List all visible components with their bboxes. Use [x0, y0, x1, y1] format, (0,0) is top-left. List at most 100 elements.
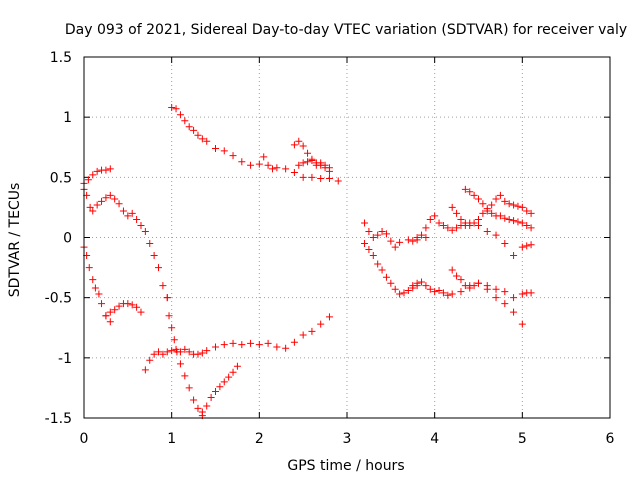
data-point: [168, 324, 176, 332]
data-point: [119, 207, 127, 215]
data-point: [155, 264, 163, 272]
data-point: [141, 366, 149, 374]
data-point: [453, 209, 461, 217]
data-point: [159, 282, 167, 290]
data-point: [282, 165, 290, 173]
data-point: [229, 339, 237, 347]
data-point: [391, 243, 399, 251]
y-tick-label: 0: [63, 231, 72, 247]
y-tick-label: 1: [63, 110, 72, 126]
data-point: [374, 231, 382, 239]
data-point: [106, 165, 114, 173]
data-point: [321, 164, 329, 172]
data-point: [325, 175, 333, 183]
y-tick-labels: -1.5 -1 -0.5 0 0.5 1 1.5: [45, 50, 72, 427]
x-tick-label: 0: [80, 431, 89, 447]
x-tick-labels: 0 1 2 3 4 5 6: [80, 431, 615, 447]
data-point: [510, 308, 518, 316]
data-point: [418, 231, 426, 239]
data-point: [198, 349, 206, 357]
data-point: [95, 290, 103, 298]
data-point: [334, 177, 342, 185]
data-point: [255, 160, 263, 168]
data-point: [89, 276, 97, 284]
data-point: [479, 209, 487, 217]
data-point: [317, 159, 325, 167]
x-tick-label: 5: [518, 431, 527, 447]
chart-title: Day 093 of 2021, Sidereal Day-to-day VTE…: [65, 22, 627, 38]
data-point: [176, 111, 184, 119]
data-point: [185, 348, 193, 356]
grid: [84, 57, 610, 418]
data-point: [308, 327, 316, 335]
data-point: [501, 197, 509, 205]
data-point: [470, 282, 478, 290]
data-point: [299, 173, 307, 181]
data-point: [466, 284, 474, 292]
data-point: [89, 171, 97, 179]
data-point: [361, 240, 369, 248]
data-point: [391, 285, 399, 293]
data-point: [165, 312, 173, 320]
y-tick-label: 1.5: [50, 50, 72, 66]
data-point: [396, 290, 404, 298]
data-point: [141, 227, 149, 235]
data-point: [518, 290, 526, 298]
data-point: [299, 159, 307, 167]
data-point: [198, 135, 206, 143]
data-point: [170, 336, 178, 344]
data-point: [475, 279, 482, 287]
data-point: [317, 320, 325, 328]
data-point: [510, 217, 518, 225]
data-point: [444, 224, 452, 232]
data-point: [91, 284, 99, 292]
y-tick-label: -1: [58, 351, 72, 367]
data-point: [299, 331, 307, 339]
data-point: [212, 343, 219, 351]
data-point: [212, 388, 219, 396]
x-tick-label: 4: [430, 431, 439, 447]
data-point: [233, 362, 241, 370]
data-point: [85, 264, 93, 272]
data-point: [133, 303, 141, 311]
series-arc-08: [168, 104, 342, 185]
data-point: [282, 344, 290, 352]
data-point: [106, 308, 114, 316]
data-point: [501, 240, 509, 248]
data-point: [488, 209, 496, 217]
data-point: [106, 191, 114, 199]
data-point: [181, 345, 189, 353]
data-point: [461, 185, 469, 193]
data-point: [198, 408, 206, 416]
data-point: [264, 161, 272, 169]
data-point: [483, 285, 491, 293]
data-point: [518, 243, 526, 251]
data-point: [418, 278, 426, 286]
plot-frame: [83, 56, 611, 419]
data-point: [203, 402, 211, 410]
data-point: [137, 221, 145, 229]
data-point: [527, 209, 535, 217]
data-point: [518, 219, 526, 227]
y-axis-label: SDTVAR / TECUs: [7, 183, 23, 298]
data-point: [514, 202, 522, 210]
data-point: [238, 341, 246, 349]
data-point: [163, 294, 171, 302]
data-point: [304, 149, 312, 157]
data-point: [369, 252, 377, 260]
data-point: [496, 212, 504, 220]
data-point: [260, 153, 268, 161]
data-point: [483, 205, 491, 213]
data-point: [422, 224, 430, 232]
data-point: [115, 200, 123, 208]
data-point: [268, 165, 276, 173]
data-point: [501, 300, 509, 308]
data-point: [150, 252, 158, 260]
data-point: [168, 104, 176, 112]
data-point: [488, 201, 496, 209]
series-arc-15: [448, 266, 526, 328]
data-point: [207, 394, 215, 402]
data-point: [444, 291, 452, 299]
data-point: [203, 347, 211, 355]
